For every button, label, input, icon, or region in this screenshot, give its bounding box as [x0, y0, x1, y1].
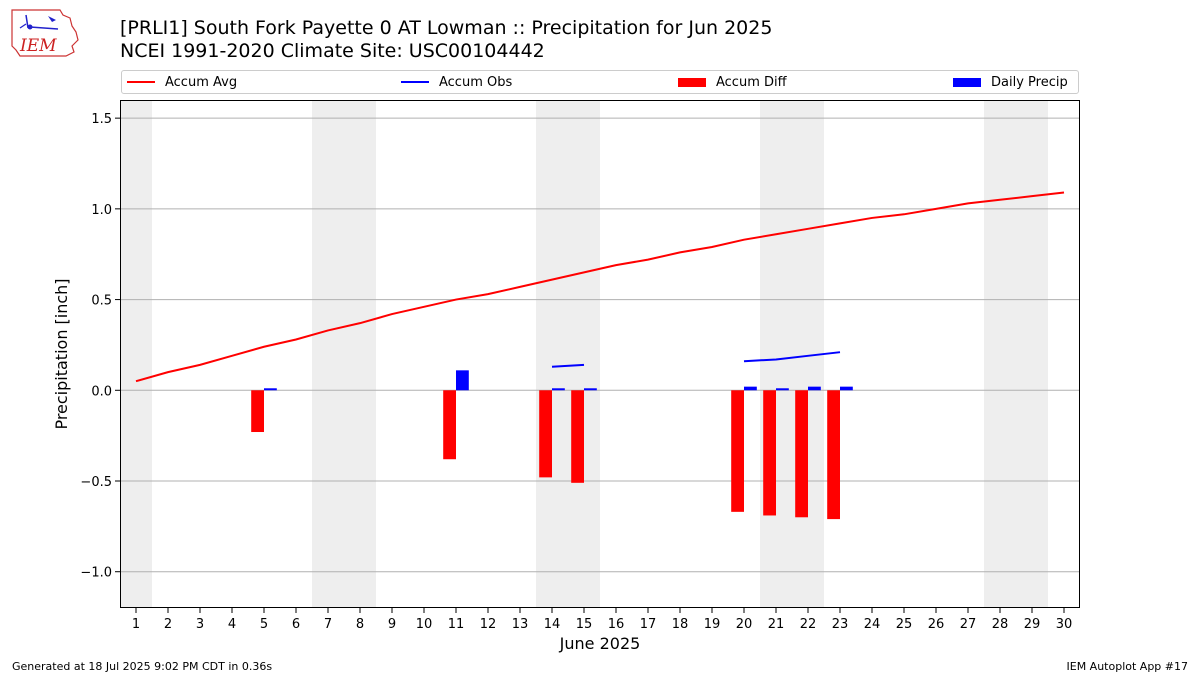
accum-diff-bar — [827, 390, 840, 520]
x-tick-label: 19 — [704, 617, 721, 632]
y-tick-label: 0.0 — [91, 384, 112, 399]
weekend-shading — [120, 100, 1048, 608]
accum-diff-bar — [539, 390, 552, 478]
accum-diff-bar — [571, 390, 584, 483]
x-tick-label: 12 — [480, 617, 497, 632]
legend-item-accum-diff: Accum Diff — [678, 71, 787, 93]
chart-subtitle: NCEI 1991-2020 Climate Site: USC00104442 — [120, 40, 545, 62]
legend-label-accum-diff: Accum Diff — [716, 74, 787, 90]
x-tick-label: 29 — [1024, 617, 1041, 632]
x-tick-label: 30 — [1056, 617, 1073, 632]
x-axis: 1 2 3 4 5 6 7 8 9 10 11 12 13 14 15 16 17 18 19 20 21 22 23 24 2… — [132, 608, 1072, 632]
weekend-band — [760, 100, 824, 608]
footer-generated: Generated at 18 Jul 2025 9:02 PM CDT in … — [12, 660, 273, 673]
x-tick-label: 5 — [260, 617, 268, 632]
legend-swatch-accum-avg — [127, 81, 155, 83]
accum-diff-bar — [443, 390, 456, 460]
weekend-band — [536, 100, 600, 608]
weekend-band — [312, 100, 376, 608]
bars — [251, 370, 853, 520]
daily-precip-bar — [840, 386, 853, 391]
legend-swatch-daily-precip — [953, 77, 981, 87]
legend-label-accum-obs: Accum Obs — [439, 74, 513, 90]
x-tick-label: 2 — [164, 617, 172, 632]
legend-item-daily-precip: Daily Precip — [953, 71, 1068, 93]
x-axis-label: June 2025 — [559, 634, 641, 653]
x-tick-label: 4 — [228, 617, 236, 632]
daily-precip-bar — [776, 388, 789, 391]
legend-swatch-accum-obs — [401, 81, 429, 83]
footer-app: IEM Autoplot App #17 — [1066, 660, 1189, 673]
y-tick-label: 1.0 — [91, 203, 112, 218]
x-tick-label: 15 — [576, 617, 593, 632]
y-tick-label: 1.5 — [91, 112, 112, 127]
x-tick-label: 25 — [896, 617, 913, 632]
x-tick-label: 22 — [800, 617, 817, 632]
chart-legend: Accum Avg Accum Obs Accum Diff Daily Pre… — [121, 70, 1079, 94]
x-tick-label: 9 — [388, 617, 396, 632]
x-tick-label: 6 — [292, 617, 300, 632]
logo-text: IEM — [19, 36, 57, 56]
daily-precip-bar — [744, 386, 757, 391]
accum-obs-line — [551, 363, 585, 368]
daily-precip-bar — [264, 388, 277, 391]
plot-frame — [120, 100, 1080, 608]
daily-precip-bar — [552, 388, 565, 391]
x-tick-label: 11 — [448, 617, 465, 632]
iem-logo: IEM — [11, 9, 79, 57]
accum-diff-bar — [763, 390, 776, 516]
lines — [135, 191, 1065, 383]
x-tick-label: 3 — [196, 617, 204, 632]
accum-diff-bar — [795, 390, 808, 518]
daily-precip-bar — [456, 370, 469, 391]
y-gridlines — [120, 117, 1080, 573]
legend-item-accum-avg: Accum Avg — [127, 71, 237, 93]
x-tick-label: 24 — [864, 617, 881, 632]
legend-label-daily-precip: Daily Precip — [991, 74, 1068, 90]
accum-avg-line — [135, 191, 1065, 383]
x-tick-label: 21 — [768, 617, 785, 632]
legend-label-accum-avg: Accum Avg — [165, 74, 238, 90]
x-tick-label: 14 — [544, 617, 561, 632]
legend-swatch-accum-diff — [678, 77, 706, 87]
x-tick-label: 7 — [324, 617, 332, 632]
weekend-band — [984, 100, 1048, 608]
x-tick-label: 1 — [132, 617, 140, 632]
x-tick-label: 27 — [960, 617, 977, 632]
legend-item-accum-obs: Accum Obs — [401, 71, 512, 93]
daily-precip-bar — [584, 388, 597, 391]
x-tick-label: 18 — [672, 617, 689, 632]
x-tick-label: 10 — [416, 617, 433, 632]
x-tick-label: 8 — [356, 617, 364, 632]
x-tick-label: 26 — [928, 617, 945, 632]
y-axis: −1.0 −0.5 0.0 0.5 1.0 1.5 — [80, 112, 120, 581]
x-tick-label: 16 — [608, 617, 625, 632]
x-tick-label: 28 — [992, 617, 1009, 632]
weekend-band — [120, 100, 152, 608]
y-axis-label: Precipitation [inch] — [52, 278, 71, 429]
x-tick-label: 23 — [832, 617, 849, 632]
x-tick-label: 20 — [736, 617, 753, 632]
x-tick-label: 17 — [640, 617, 657, 632]
x-tick-label: 13 — [512, 617, 529, 632]
accum-diff-bar — [251, 390, 264, 433]
chart-title: [PRLI1] South Fork Payette 0 AT Lowman :… — [120, 17, 773, 39]
accum-diff-bar — [731, 390, 744, 512]
y-tick-label: −1.0 — [80, 566, 112, 581]
daily-precip-bar — [808, 386, 821, 391]
accum-obs-line — [743, 351, 841, 363]
y-tick-label: 0.5 — [91, 294, 112, 309]
y-tick-label: −0.5 — [80, 475, 112, 490]
